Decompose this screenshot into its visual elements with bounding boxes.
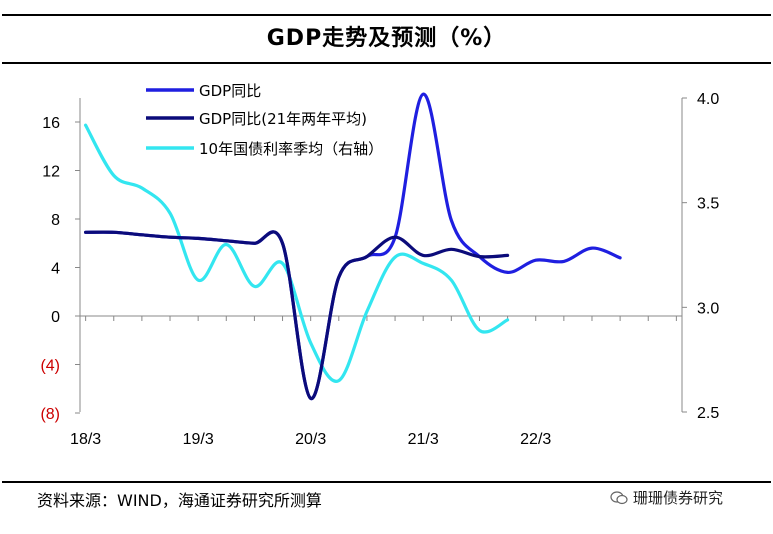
title-band: GDP走势及预测（%） (2, 14, 771, 64)
x-tick-label: 20/3 (295, 431, 326, 448)
y-left-tick-label: 16 (42, 115, 60, 132)
x-tick-label: 21/3 (408, 431, 439, 448)
y-left-ticks: 16 12 8 4 0 (4) (8) (40, 115, 80, 423)
x-tick-label: 22/3 (520, 431, 551, 448)
wechat-icon (610, 490, 628, 504)
series-gdp-2yr-avg-line (84, 230, 510, 401)
legend-label: 10年国债利率季均（右轴） (199, 140, 383, 158)
y-left-tick-label: (4) (40, 358, 60, 375)
y-left-tick-label: 12 (42, 164, 60, 181)
x-ticks: 18/3 19/3 20/3 21/3 22/3 (70, 316, 677, 448)
x-tick-label: 18/3 (70, 431, 101, 448)
y-right-tick-label: 3.0 (697, 300, 719, 317)
legend-label: GDP同比 (199, 82, 261, 100)
source-note: 资料来源：WIND，海通证券研究所测算 (37, 491, 322, 510)
y-left-tick-label: 4 (51, 261, 60, 278)
y-left-tick-label: (8) (40, 406, 60, 423)
y-left-tick-label: 8 (51, 212, 60, 229)
series-group (84, 92, 622, 401)
y-right-tick-label: 2.5 (697, 405, 719, 422)
legend-label: GDP同比(21年两年平均) (199, 110, 367, 128)
axes (79, 98, 683, 412)
y-left-tick-label: 0 (51, 309, 60, 326)
watermark: 珊珊债券研究 (610, 487, 723, 508)
x-tick-label: 19/3 (183, 431, 214, 448)
bottom-rule (2, 481, 771, 483)
chart-title: GDP走势及预测（%） (266, 26, 507, 51)
y-right-ticks: 4.0 3.5 3.0 2.5 (682, 91, 719, 422)
y-right-tick-label: 3.5 (697, 196, 719, 213)
series-bond-10y-line (84, 123, 510, 383)
watermark-text: 珊珊债券研究 (633, 489, 724, 507)
legend: GDP同比 GDP同比(21年两年平均) 10年国债利率季均（右轴） (146, 82, 383, 158)
y-right-tick-label: 4.0 (697, 91, 719, 108)
